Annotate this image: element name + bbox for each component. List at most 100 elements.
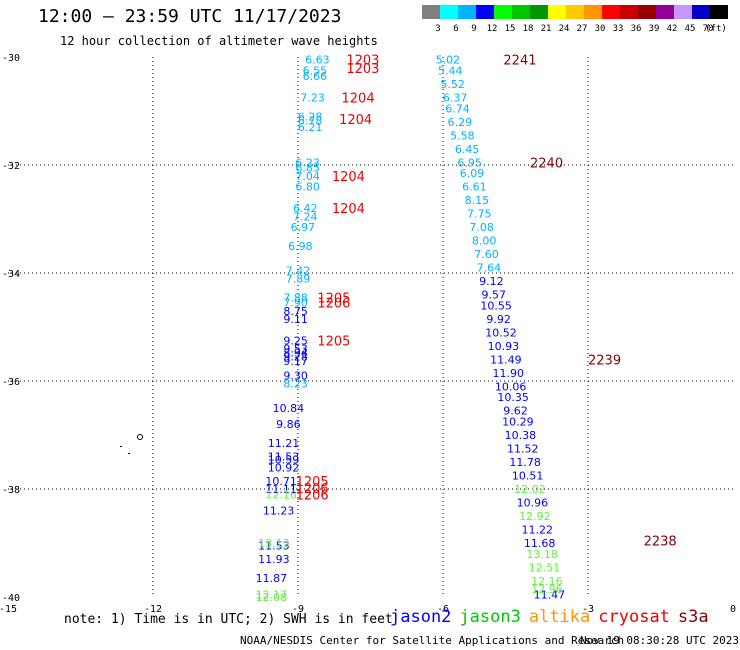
wave-height-value: 6.66 — [303, 70, 328, 83]
colorbar-label: 3 — [435, 24, 440, 34]
wave-height-value: 10.51 — [512, 470, 544, 483]
colorbar-swatch — [602, 5, 620, 19]
wave-height-value: 7.08 — [469, 221, 494, 234]
wave-height-value: 11.47 — [534, 588, 566, 601]
wave-height-value: 10.29 — [502, 416, 534, 429]
wave-height-value: 7.23 — [300, 92, 325, 105]
wave-height-value: 8.00 — [472, 235, 497, 248]
colorbar-swatch — [620, 5, 638, 19]
wave-height-value: 7.89 — [286, 272, 311, 285]
colorbar-label: 27 — [577, 24, 588, 34]
wave-height-value: 9.57 — [482, 289, 507, 302]
colorbar-label: 36 — [631, 24, 642, 34]
pass-time-label: 1205 — [317, 335, 350, 350]
wave-height-value: 8.94 — [283, 346, 308, 359]
wave-height-value: 6.74 — [445, 102, 470, 115]
wave-height-value: 11.87 — [256, 572, 288, 585]
pass-time-label: 1204 — [332, 202, 365, 217]
wave-height-value: 12.92 — [519, 510, 551, 523]
page-title: 12:00 – 23:59 UTC 11/17/2023 — [38, 6, 342, 27]
wave-height-value: 6.63 — [305, 54, 330, 67]
colorbar-label: 21 — [541, 24, 552, 34]
wave-height-value: 6.61 — [462, 181, 487, 194]
colorbar-label: 9 — [471, 24, 476, 34]
colorbar-swatch — [476, 5, 494, 19]
pass-time-label: 1203 — [346, 62, 379, 77]
colorbar-label: 18 — [523, 24, 534, 34]
x-tick-label: -15 — [0, 604, 17, 615]
footer-timestamp: Nov 19 08:30:28 UTC 2023 — [580, 634, 739, 647]
wave-height-value: 6.21 — [298, 121, 323, 134]
wave-height-value: 12.17 — [256, 588, 288, 601]
colorbar-swatch — [530, 5, 548, 19]
legend-item-jason3: jason3 — [459, 607, 521, 627]
pass-time-label: 1206 — [296, 488, 329, 503]
wave-height-value: 11.53 — [268, 451, 300, 464]
colorbar-label: 12 — [487, 24, 498, 34]
satellite-legend: jason2 jason3 altika cryosat s3a — [390, 607, 717, 627]
y-tick-label: -36 — [2, 377, 20, 388]
wave-height-value: 9.30 — [283, 370, 308, 383]
wave-height-value: 10.55 — [480, 299, 512, 312]
pass-time-label: 1206 — [317, 297, 350, 312]
wave-height-value: 6.09 — [460, 167, 485, 180]
pass-time-label: 1203 — [346, 54, 379, 69]
wave-height-value: 6.85 — [295, 162, 320, 175]
x-tick-label: 0 — [730, 604, 736, 615]
wave-height-value: 9.11 — [283, 313, 308, 326]
wave-height-value: 9.25 — [283, 335, 308, 348]
pass-time-label: 2239 — [588, 353, 621, 368]
wave-height-value: 6.98 — [288, 240, 313, 253]
wave-height-value: 9.86 — [276, 418, 301, 431]
y-tick-label: -34 — [2, 269, 20, 280]
wave-height-value: 8.75 — [283, 305, 308, 318]
colorbar-label: (ft) — [705, 24, 727, 34]
legend-item-altika: altika — [528, 607, 591, 627]
graticule — [8, 57, 733, 597]
wave-height-value: 10.84 — [273, 402, 305, 415]
wave-height-value: 10.38 — [505, 429, 537, 442]
wave-height-value: 7.88 — [283, 291, 308, 304]
colorbar-swatch — [440, 5, 458, 19]
y-tick-label: -38 — [2, 485, 20, 496]
legend-item-jason2: jason2 — [390, 607, 452, 627]
wave-height-value: 12.08 — [256, 591, 288, 604]
wave-height-value: 11.52 — [507, 443, 539, 456]
wave-height-value: 11.49 — [490, 353, 522, 366]
colorbar-swatch — [494, 5, 512, 19]
wave-height-value: 9.28 — [283, 351, 308, 364]
colorbar-swatch — [458, 5, 476, 19]
wave-height-value: 6.28 — [298, 110, 323, 123]
wave-height-value: 10.93 — [488, 340, 520, 353]
pass-time-label: 1205 — [317, 291, 350, 306]
wave-height-value: 7.60 — [474, 248, 499, 261]
colorbar-swatch — [710, 5, 728, 19]
pass-time-label: 1204 — [332, 170, 365, 185]
wave-height-value: 7.04 — [295, 170, 320, 183]
legend-item-cryosat: cryosat — [598, 607, 670, 627]
x-tick-label: -3 — [582, 604, 594, 615]
colorbar-swatch — [692, 5, 710, 19]
colorbar-label: 70 — [703, 24, 714, 34]
wave-height-value: 6.78 — [298, 115, 323, 128]
wave-height-value: 11.22 — [522, 524, 554, 537]
wave-height-value: 11.68 — [524, 537, 556, 550]
wave-height-value: 12.16 — [531, 575, 563, 588]
wave-height-value: 12.16 — [265, 488, 297, 501]
wave-height-value: 7.90 — [283, 297, 308, 310]
wave-height-value: 7.24 — [293, 210, 318, 223]
wave-height-value: 6.42 — [293, 202, 318, 215]
wave-height-value: 11.93 — [258, 553, 290, 566]
y-tick-label: -40 — [2, 593, 20, 604]
wave-height-value: 10.35 — [497, 391, 529, 404]
pass-time-label: 2238 — [644, 534, 677, 549]
colorbar-swatch — [512, 5, 530, 19]
wave-height-value: 9.62 — [503, 405, 528, 418]
legend-item-s3a: s3a — [677, 607, 709, 627]
wave-height-value: 5.02 — [436, 54, 461, 67]
wave-height-value: 7.42 — [286, 264, 311, 277]
island-coastline — [120, 434, 143, 454]
y-tick-label: -30 — [2, 53, 20, 64]
wave-height-value: 11.90 — [493, 367, 525, 380]
axis-ticks: -15 -12 -9 -6 -3 0-30-32-34-36-38-40 — [0, 53, 736, 615]
